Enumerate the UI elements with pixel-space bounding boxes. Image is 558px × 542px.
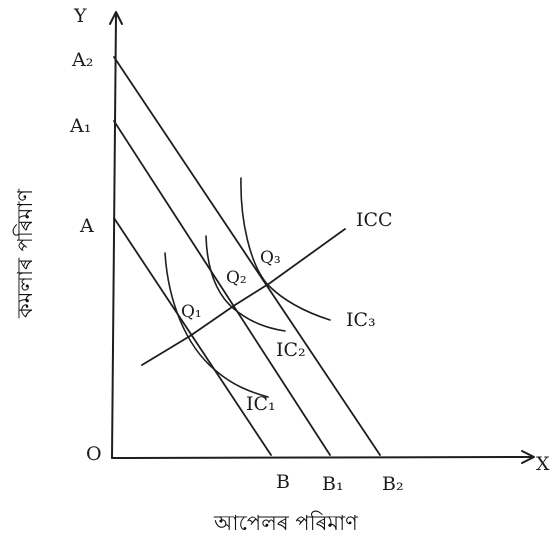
point-q2: Q₂ (226, 268, 247, 288)
y-axis (111, 13, 117, 459)
budget-line-a1b1 (113, 120, 331, 456)
budget-lines (113, 56, 381, 456)
icc-label: ICC (356, 209, 393, 231)
y-axis-title: কমলাৰ পৰিমাণ (13, 189, 37, 319)
y-axis-arrow (109, 11, 123, 25)
budget-line-ab (113, 217, 272, 456)
label-a: A (79, 215, 94, 237)
income-consumption-curve (141, 228, 346, 366)
label-b2: B₂ (382, 473, 404, 495)
point-q3: Q₃ (260, 248, 281, 268)
origin-label: O (86, 443, 102, 465)
label-a2: A₂ (71, 49, 93, 71)
label-a1: A₁ (69, 115, 91, 137)
label-ic3: IC₃ (346, 309, 376, 331)
equilibrium-points: Q₁ Q₂ Q₃ (181, 248, 281, 322)
indifference-curve-ic2 (205, 235, 286, 332)
x-axis-letter: X (536, 453, 550, 475)
indifference-curve-labels: IC₁ IC₂ IC₃ (246, 309, 376, 415)
axes: Y X O (73, 5, 550, 475)
indifference-curve-ic1 (164, 252, 269, 398)
budget-line-labels: A A₁ A₂ B B₁ B₂ (69, 49, 404, 495)
label-b1: B₁ (322, 473, 344, 495)
point-q1: Q₁ (181, 302, 202, 322)
indifference-curves (164, 177, 331, 398)
label-b: B (276, 471, 290, 493)
y-axis-letter: Y (73, 5, 87, 27)
x-axis (111, 456, 533, 459)
x-axis-arrow (521, 450, 535, 464)
label-ic2: IC₂ (276, 339, 306, 361)
label-ic1: IC₁ (246, 393, 276, 415)
budget-line-a2b2 (113, 56, 381, 456)
x-axis-title: আপেলৰ পৰিমাণ (213, 511, 358, 535)
